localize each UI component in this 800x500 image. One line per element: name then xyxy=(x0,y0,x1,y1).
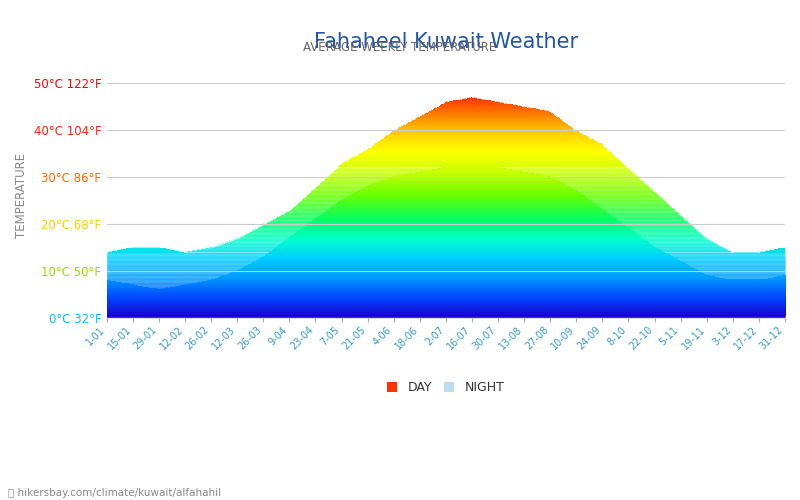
Title: Fahaheel Kuwait Weather: Fahaheel Kuwait Weather xyxy=(314,32,578,52)
Y-axis label: TEMPERATURE: TEMPERATURE xyxy=(15,153,28,238)
Legend: DAY, NIGHT: DAY, NIGHT xyxy=(382,376,510,400)
Text: AVERAGE WEEKLY TEMPERATURE: AVERAGE WEEKLY TEMPERATURE xyxy=(303,41,497,54)
Text: 🌐 hikersbay.com/climate/kuwait/alfahahil: 🌐 hikersbay.com/climate/kuwait/alfahahil xyxy=(8,488,221,498)
